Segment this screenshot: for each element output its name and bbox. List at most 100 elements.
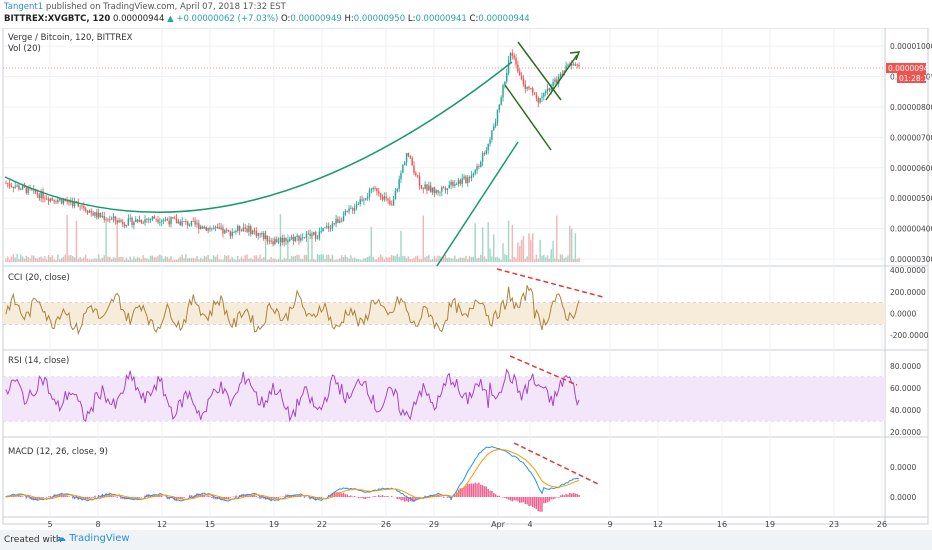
candle-body	[294, 236, 297, 242]
macd-hist-bar	[313, 497, 315, 500]
volume-bar	[331, 254, 334, 262]
macd-hist-bar	[344, 494, 347, 497]
price-change: +0.00000062 (+7.03%)	[176, 14, 279, 24]
volume-bar	[73, 257, 76, 262]
candle-body	[433, 187, 436, 194]
volume-bar	[40, 256, 42, 262]
candle-body	[68, 201, 70, 203]
candle-body	[335, 218, 337, 224]
macd-hist-bar	[320, 497, 322, 500]
candle-body	[133, 222, 135, 225]
volume-bar	[574, 233, 577, 262]
volume-bar	[493, 234, 495, 262]
volume-bar	[250, 257, 252, 262]
macd-hist-bar	[578, 494, 580, 497]
volume-bar	[487, 222, 489, 262]
candle-body	[261, 233, 263, 235]
candle-body	[572, 64, 575, 66]
macd-hist-bar	[391, 496, 393, 497]
macd-hist-bar	[405, 497, 408, 501]
volume-bar	[161, 255, 163, 262]
macd-hist-bar	[88, 497, 91, 499]
candle-body	[190, 220, 193, 226]
volume-bar	[309, 259, 311, 262]
volume-bar	[372, 256, 374, 262]
candle-body	[526, 86, 528, 89]
volume-bar	[237, 256, 239, 262]
candle-body	[84, 208, 87, 211]
macd-hist-bar	[58, 494, 61, 497]
volume-bar	[570, 228, 573, 262]
volume-bar	[123, 259, 126, 262]
volume-bar	[203, 255, 206, 262]
volume-bar	[268, 259, 271, 262]
osc-tick-label: 200.0000	[890, 288, 926, 297]
candle-body	[409, 156, 412, 158]
macd-hist-bar	[140, 497, 143, 498]
volume-bar	[468, 255, 471, 262]
candle-body	[161, 220, 163, 223]
macd-hist-bar	[522, 497, 525, 503]
candle-body	[485, 149, 488, 154]
candle-body	[467, 177, 469, 184]
volume-bar	[266, 259, 269, 262]
volume-bar	[526, 256, 528, 262]
candle-body	[198, 223, 200, 229]
volume-bar	[491, 256, 493, 262]
macd-hist-bar	[378, 495, 380, 497]
macd-hist-bar	[92, 497, 94, 498]
time-tick-label: 5	[47, 520, 52, 529]
volume-bar	[528, 233, 530, 262]
volume-bar	[292, 256, 295, 262]
volume-bar	[326, 254, 328, 262]
candle-body	[455, 183, 458, 185]
macd-hist-bar	[181, 497, 183, 499]
volume-bar	[344, 254, 347, 262]
author-link[interactable]: Tangent1	[4, 2, 44, 12]
candle-body	[25, 187, 28, 194]
tradingview-logo[interactable]: ☁ TradingView	[56, 533, 130, 544]
macd-hist-bar	[485, 486, 488, 497]
chart-canvas[interactable]: Verge / Bitcoin, 120, BITTREX Vol (20) 0…	[0, 28, 932, 530]
volume-bar	[153, 257, 156, 262]
candle-body	[407, 153, 410, 157]
volume-bar	[402, 255, 404, 262]
candle-body	[326, 226, 328, 228]
macd-hist-bar	[396, 497, 399, 499]
candle-body	[112, 216, 115, 219]
macd-hist-bar	[402, 497, 404, 501]
macd-hist-bar	[179, 497, 182, 500]
macd-hist-bar	[544, 497, 547, 504]
volume-bar	[103, 255, 105, 262]
volume-bar	[455, 259, 458, 262]
macd-hist-bar	[27, 497, 29, 498]
volume-bar	[148, 259, 150, 262]
macd-hist-bar	[481, 485, 484, 497]
volume-bar	[565, 257, 567, 262]
macd-hist-bar	[468, 483, 471, 497]
candle-body	[413, 165, 415, 173]
last-price-tag-text: 0.00000944	[888, 64, 932, 73]
volume-bar	[181, 254, 183, 262]
candle-body	[370, 188, 373, 191]
candle-body	[255, 231, 258, 236]
candle-body	[281, 237, 284, 243]
macd-hist-bar	[81, 497, 83, 501]
candle-body	[465, 176, 467, 184]
candle-body	[474, 170, 476, 174]
candle-body	[75, 201, 78, 202]
rsi-title: RSI (14, close)	[8, 356, 69, 366]
candle-body	[109, 219, 111, 221]
volume-bar	[155, 257, 157, 262]
candle-body	[272, 241, 274, 245]
candle-body	[470, 175, 473, 179]
candle-body	[450, 181, 452, 185]
macd-hist-bar	[190, 495, 193, 497]
macd-hist-bar	[442, 497, 445, 498]
volume-bar	[403, 256, 406, 262]
volume-bar	[463, 257, 465, 262]
candle-body	[151, 216, 154, 220]
volume-bar	[368, 255, 371, 262]
volume-bar	[301, 259, 304, 262]
volume-bar	[448, 257, 450, 262]
